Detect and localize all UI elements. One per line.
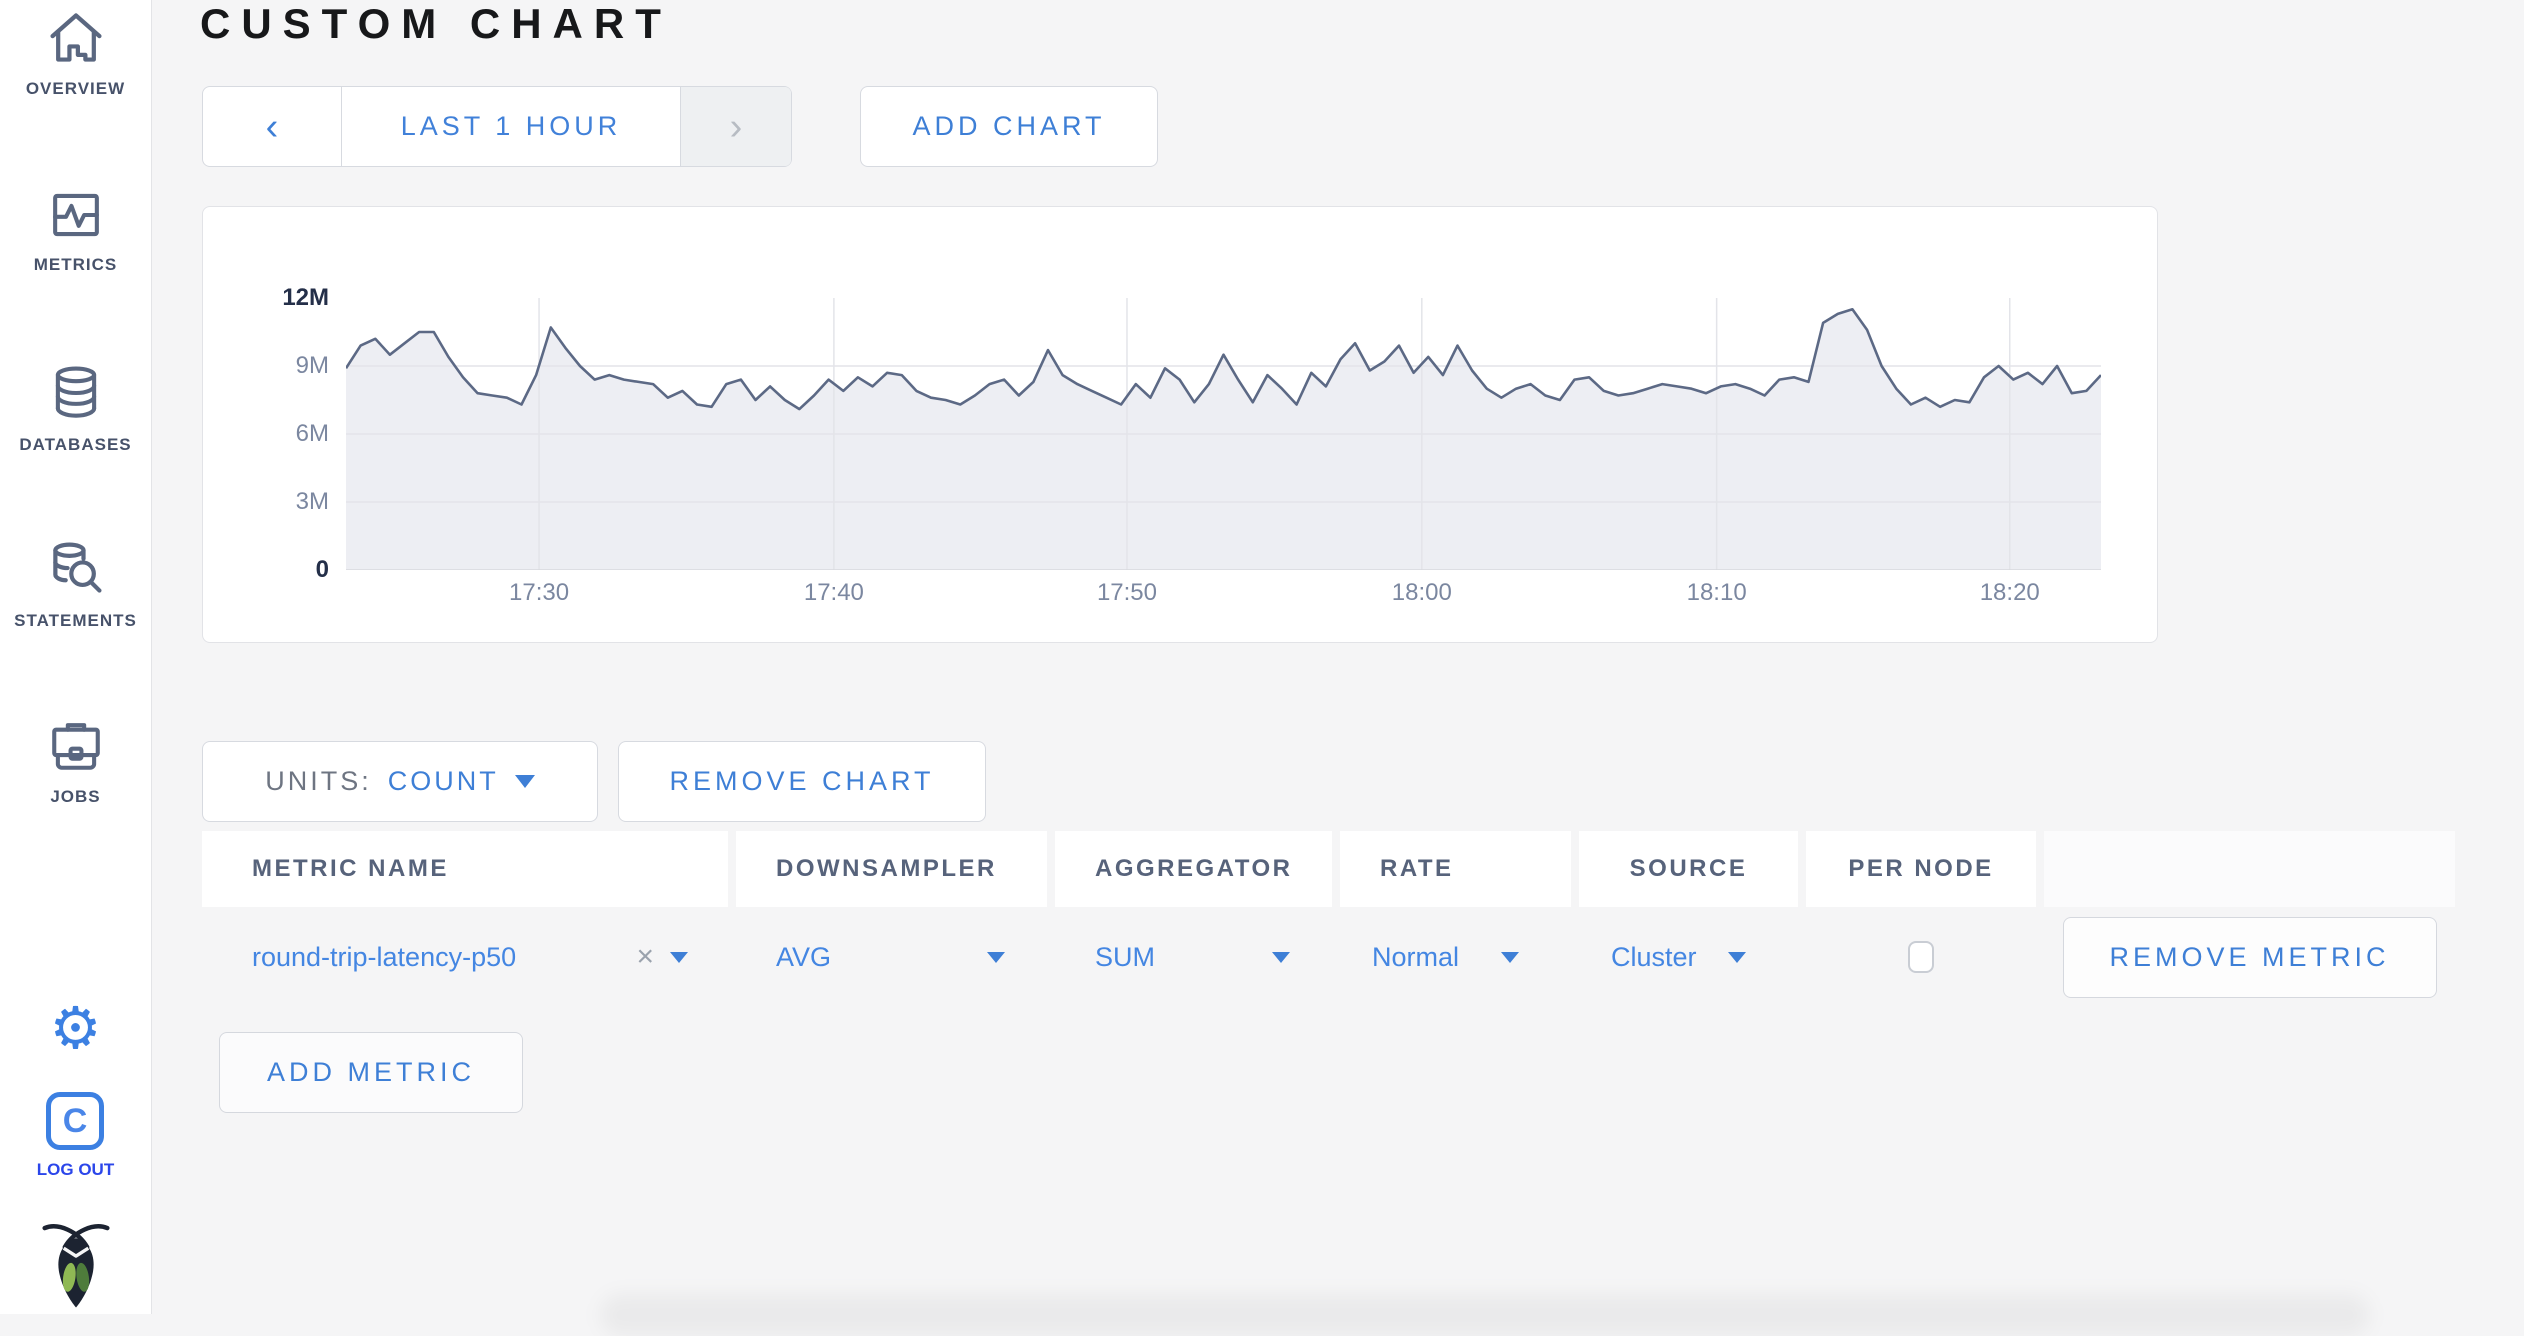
units-value: COUNT xyxy=(387,766,499,796)
col-header-actions xyxy=(2044,831,2455,907)
y-tick-label: 9M xyxy=(295,352,329,379)
caret-down-icon xyxy=(987,951,1005,963)
remove-chart-button[interactable]: REMOVE CHART xyxy=(618,741,986,822)
sidebar: OVERVIEW METRICS DATABASES xyxy=(0,0,152,1314)
c-letter: C xyxy=(62,1101,88,1140)
clear-metric-icon[interactable]: × xyxy=(636,940,654,973)
x-tick-label: 18:00 xyxy=(1391,579,1452,606)
col-header-source: SOURCE xyxy=(1579,831,1798,907)
metric-name-value[interactable]: round-trip-latency-p50 xyxy=(252,941,517,972)
downsampler-value: AVG xyxy=(776,941,832,972)
page-title: CUSTOM CHART xyxy=(200,0,672,47)
y-tick-label: 3M xyxy=(295,488,329,515)
sidebar-item-metrics[interactable]: METRICS xyxy=(0,186,151,275)
cockroach-c-logo-icon[interactable]: C xyxy=(46,1092,104,1150)
metric-table-header: METRIC NAME DOWNSAMPLER AGGREGATOR RATE … xyxy=(202,831,2455,907)
col-header-downsampler: DOWNSAMPLER xyxy=(736,831,1047,907)
x-tick-label: 17:50 xyxy=(1096,579,1157,606)
rate-dropdown[interactable]: Normal xyxy=(1340,942,1571,973)
jobs-icon xyxy=(47,716,105,776)
time-prev-button[interactable]: ‹ xyxy=(203,87,342,166)
col-header-rate: RATE xyxy=(1340,831,1571,907)
sidebar-item-label: OVERVIEW xyxy=(25,79,126,98)
downsampler-dropdown[interactable]: AVG xyxy=(736,942,1047,973)
caret-down-icon[interactable] xyxy=(670,951,688,963)
col-header-per-node: PER NODE xyxy=(1806,831,2036,907)
add-metric-button[interactable]: ADD METRIC xyxy=(219,1032,523,1113)
add-chart-button[interactable]: ADD CHART xyxy=(860,86,1158,167)
statements-icon xyxy=(46,538,106,600)
y-tick-label: 0 xyxy=(315,556,329,583)
sidebar-item-label: METRICS xyxy=(33,255,118,274)
home-icon xyxy=(46,8,106,68)
timeseries-area-chart xyxy=(346,298,2101,570)
source-value: Cluster xyxy=(1611,941,1697,972)
rate-value: Normal xyxy=(1372,941,1460,972)
aggregator-value: SUM xyxy=(1095,941,1155,972)
col-header-metric-name: METRIC NAME xyxy=(202,831,728,907)
x-tick-label: 17:30 xyxy=(509,579,570,606)
time-range-selector: ‹ LAST 1 HOUR › xyxy=(202,86,792,167)
units-prefix-label: UNITS: xyxy=(265,766,372,796)
gear-icon[interactable]: ⚙ xyxy=(49,994,102,1062)
caret-down-icon xyxy=(1272,951,1290,963)
chevron-right-icon: › xyxy=(729,105,743,148)
chevron-left-icon: ‹ xyxy=(265,105,279,148)
logout-link[interactable]: LOG OUT xyxy=(36,1160,115,1179)
aggregator-dropdown[interactable]: SUM xyxy=(1055,942,1332,973)
databases-icon xyxy=(47,362,105,424)
caret-down-icon xyxy=(1501,951,1519,963)
x-tick-label: 18:20 xyxy=(1979,579,2040,606)
chart-card: 12M 9M 6M 3M 0 17:30 17:40 17:50 18:00 18:10 18:2… xyxy=(202,206,2158,643)
bottom-shadow xyxy=(600,1294,2370,1336)
x-tick-label: 18:10 xyxy=(1686,579,1747,606)
time-next-button[interactable]: › xyxy=(680,87,791,166)
metrics-icon xyxy=(47,186,105,244)
y-tick-label: 12M xyxy=(282,284,329,311)
sidebar-item-label: DATABASES xyxy=(19,435,132,454)
remove-metric-button[interactable]: REMOVE METRIC xyxy=(2062,916,2437,998)
sidebar-item-label: JOBS xyxy=(50,787,101,806)
x-tick-label: 17:40 xyxy=(803,579,864,606)
col-header-aggregator: AGGREGATOR xyxy=(1055,831,1332,907)
per-node-cell xyxy=(1806,941,2036,973)
per-node-checkbox[interactable] xyxy=(1908,941,1934,973)
sidebar-item-databases[interactable]: DATABASES xyxy=(0,362,151,455)
y-tick-label: 6M xyxy=(295,420,329,447)
sidebar-item-overview[interactable]: OVERVIEW xyxy=(0,8,151,99)
caret-down-icon xyxy=(1728,951,1746,963)
sidebar-item-jobs[interactable]: JOBS xyxy=(0,716,151,807)
sidebar-item-statements[interactable]: STATEMENTS xyxy=(0,538,151,631)
sidebar-item-label: STATEMENTS xyxy=(14,611,137,630)
source-dropdown[interactable]: Cluster xyxy=(1579,942,1798,973)
time-range-label[interactable]: LAST 1 HOUR xyxy=(400,111,622,141)
metric-name-cell: round-trip-latency-p50 × xyxy=(202,942,728,973)
metric-table-row: round-trip-latency-p50 × AVG SUM Normal … xyxy=(202,907,2455,1007)
actions-cell: REMOVE METRIC xyxy=(2044,916,2455,998)
cockroach-bug-icon[interactable] xyxy=(40,1218,112,1317)
caret-down-icon xyxy=(514,775,535,788)
units-dropdown[interactable]: UNITS: COUNT xyxy=(202,741,598,822)
